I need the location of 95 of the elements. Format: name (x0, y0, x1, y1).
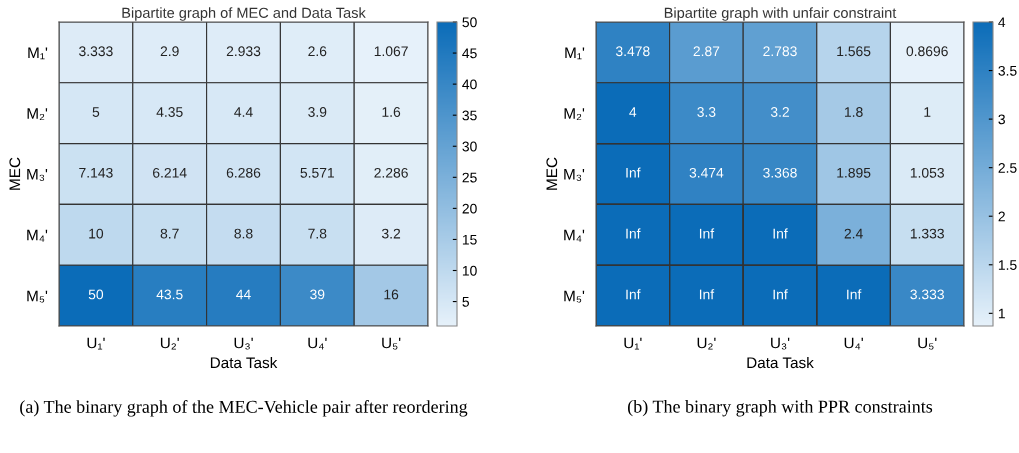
color-bar-label: 5 (462, 297, 469, 307)
data-label: 4.35 (156, 107, 183, 117)
color-bar-label: 10 (462, 265, 477, 276)
text: Inf (626, 167, 641, 178)
y-tick-label: M₂' (27, 108, 48, 121)
color-bar-label: 3.5 (998, 65, 1017, 76)
color-bar-label: 2 (998, 211, 1005, 222)
data-label: 0.8696 (906, 46, 948, 57)
x-tick-label: U₅' (918, 337, 937, 350)
data-label: 1.895 (837, 167, 871, 178)
text: Inf (699, 228, 715, 239)
x-tick-label: U₂' (160, 337, 179, 350)
data-label: 1 (924, 107, 931, 117)
text: Inf (847, 289, 862, 300)
color-bar-label: 45 (462, 48, 477, 59)
data-label: 5.571 (300, 168, 334, 178)
x-axis-title: Data Task (747, 356, 814, 369)
data-label: 3.2 (770, 107, 789, 117)
data-label: 2.783 (763, 46, 797, 57)
y-tick-label: M₄' (564, 229, 585, 242)
data-label: 3.333 (79, 46, 113, 57)
data-label: 3.478 (615, 46, 650, 57)
data-label: 1.6 (382, 107, 401, 117)
data-label: 1.565 (837, 46, 871, 57)
data-label: 4 (629, 107, 637, 117)
data-label: 6.214 (153, 167, 187, 178)
data-label: 8.8 (234, 228, 253, 239)
x-tick-label: U₃' (771, 337, 790, 350)
color-bar-label: 1 (998, 308, 1005, 319)
x-tick-label: U₄' (844, 337, 863, 350)
text: (a) The binary graph of the MEC-Vehicle pair after reordering (20, 400, 468, 417)
data-label: 2.6 (308, 46, 327, 57)
y-tick-label: M₁' (565, 47, 585, 60)
data-label: 5 (92, 107, 100, 117)
x-tick-label: U₂' (697, 337, 716, 350)
color-bar-label: 20 (462, 203, 477, 214)
color-bar-label: 1.5 (998, 260, 1017, 270)
text: Inf (773, 228, 788, 239)
data-label: 2.9 (160, 46, 179, 57)
data-label: 50 (88, 289, 104, 300)
data-label: 1.053 (910, 167, 944, 178)
color-bar-label: 2.5 (998, 163, 1017, 173)
x-tick-label: U₄' (308, 337, 327, 350)
x-axis-title: Data Task (210, 356, 278, 369)
data-label: 43.5 (156, 289, 183, 300)
data-label: 1.067 (374, 46, 408, 57)
data-label: 3.368 (763, 167, 797, 178)
data-label: 1.8 (845, 107, 863, 117)
y-tick-label: M₁' (28, 47, 48, 60)
chart-title: Bipartite graph of MEC and Data Task (122, 7, 366, 21)
data-label: 10 (89, 228, 104, 239)
y-tick-label: M₂' (564, 108, 585, 121)
y-axis-title: MEC (546, 157, 558, 190)
data-label: 8.7 (160, 228, 179, 239)
text: Inf (626, 228, 641, 239)
data-label: 2.4 (844, 228, 863, 239)
y-axis-title: MEC (9, 157, 21, 190)
data-label: 7.8 (308, 228, 327, 239)
x-tick-label: U₅' (382, 337, 401, 350)
text: (b) The binary graph with PPR constraints (628, 400, 933, 417)
data-label: 39 (310, 289, 325, 300)
color-bar-label: 35 (462, 110, 477, 121)
y-tick-label: M₅' (27, 290, 48, 303)
color-bar-label: 25 (462, 172, 477, 183)
data-label: 6.286 (226, 167, 261, 178)
x-tick-label: U₁' (624, 337, 642, 350)
x-tick-label: U₃' (234, 337, 253, 350)
text: Inf (773, 289, 788, 300)
y-tick-label: M₄' (27, 229, 48, 242)
color-bar-label: 15 (462, 234, 477, 245)
text: Inf (626, 289, 641, 300)
color-bar-label: 4 (998, 17, 1006, 28)
data-label: 16 (384, 289, 399, 300)
y-tick-label: M₃' (27, 169, 48, 181)
color-bar-label: 30 (462, 141, 477, 152)
color-bar-label: 50 (462, 17, 477, 28)
data-label: 2.87 (693, 46, 720, 57)
chart-title: Bipartite graph with unfair constraint (664, 7, 897, 21)
data-label: 3.9 (308, 107, 327, 117)
y-tick-label: M₃' (564, 169, 585, 181)
data-label: 3.333 (910, 289, 944, 300)
x-tick-label: U₁' (87, 337, 105, 350)
data-label: 3.2 (381, 228, 401, 239)
data-label: 3.3 (697, 107, 716, 117)
data-label: 3.474 (689, 167, 724, 178)
data-label: 44 (236, 289, 251, 300)
data-label: 2.933 (226, 46, 261, 57)
data-label: 7.143 (79, 167, 113, 178)
text: Inf (699, 289, 715, 300)
y-tick-label: M₅' (564, 290, 585, 303)
data-label: 4.4 (234, 107, 253, 117)
data-label: 2.286 (374, 167, 408, 178)
color-bar-label: 40 (462, 79, 477, 90)
data-label: 1.333 (910, 228, 944, 239)
color-bar-label: 3 (998, 114, 1005, 125)
